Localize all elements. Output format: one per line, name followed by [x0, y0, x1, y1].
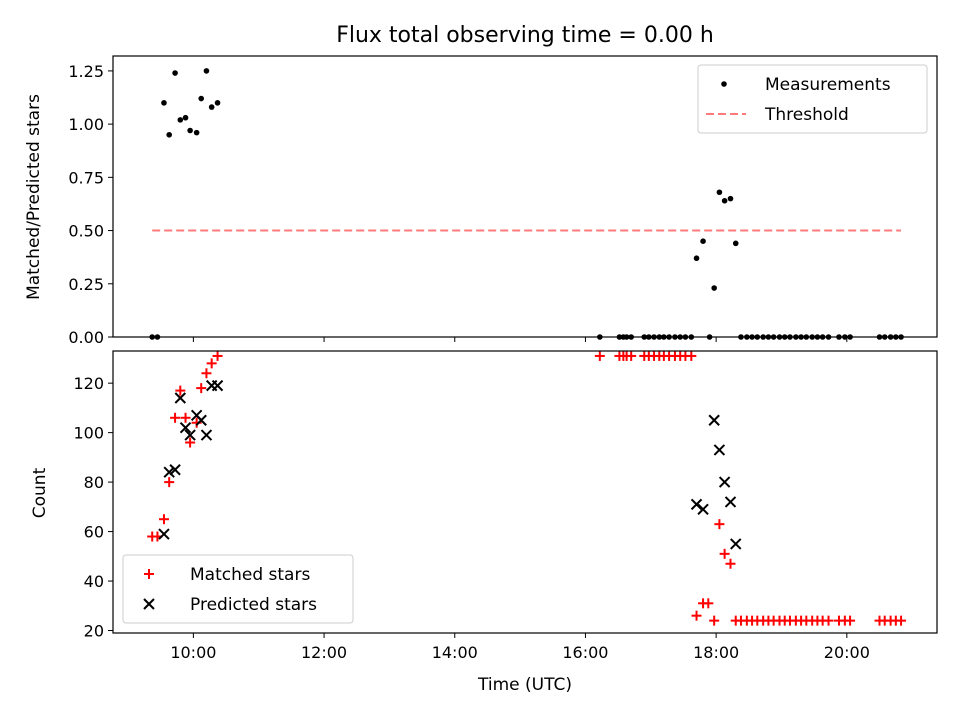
- top-y-tick-label: 1.00: [68, 115, 104, 134]
- x-tick-label: 12:00: [301, 643, 347, 662]
- measurement-point: [711, 285, 717, 291]
- x-tick-label: 18:00: [693, 643, 739, 662]
- matched-star-point: [201, 368, 212, 379]
- matched-star-point: [691, 610, 702, 621]
- bottom-y-tick-label: 100: [73, 424, 104, 443]
- predicted-star-point: [158, 528, 170, 540]
- x-tick-label: 14:00: [432, 643, 478, 662]
- bottom-axes-frame: [112, 350, 938, 634]
- matched-star-point: [212, 350, 223, 361]
- predicted-star-point: [718, 476, 731, 488]
- matched-star-point: [709, 615, 720, 626]
- measurement-point: [203, 68, 210, 74]
- matched-star-point: [686, 350, 697, 361]
- top-legend-box: [697, 64, 928, 134]
- x-tick-label: 16:00: [562, 643, 608, 662]
- bottom-legend-box: [122, 554, 354, 624]
- measurement-point: [161, 100, 167, 106]
- matched-star-point: [626, 350, 637, 361]
- bottom-y-tick-label: 20: [84, 622, 104, 641]
- predicted-star-point: [211, 379, 224, 392]
- predicted-star-point: [195, 414, 207, 426]
- top-axes: 0.00 0.25 0.50 0.75 1.00 1.25 Measurements Thre…: [68, 55, 938, 347]
- measurement-point: [172, 70, 178, 76]
- top-y-axis-label: Matched/Predicted stars: [24, 94, 44, 300]
- x-axis-label: Time (UTC): [477, 675, 572, 695]
- matched-star-point: [896, 615, 907, 626]
- matched-star-point: [170, 412, 181, 423]
- bottom-y-tick-label: 120: [73, 374, 104, 393]
- matched-star-point: [703, 598, 714, 609]
- legend-predicted-swatch: [143, 598, 155, 610]
- top-y-tick-label: 0.50: [68, 222, 104, 241]
- matched-star-point: [164, 477, 175, 488]
- measurement-point: [182, 114, 189, 121]
- matched-star-point: [823, 615, 834, 626]
- predicted-star-point: [179, 421, 192, 434]
- bottom-y-tick-label: 40: [84, 572, 104, 591]
- measurement-point: [166, 131, 172, 138]
- predicted-star-point: [730, 538, 742, 550]
- matched-star-point: [594, 350, 605, 361]
- matched-star-point: [185, 437, 196, 448]
- x-tick-label: 10:00: [170, 643, 216, 662]
- matched-star-point: [725, 558, 736, 569]
- top-y-tick-label: 0.75: [68, 168, 104, 187]
- bottom-y-tick-label: 80: [84, 473, 104, 492]
- legend-label: Matched stars: [190, 565, 310, 585]
- matched-star-point: [714, 519, 725, 530]
- measurement-point: [177, 117, 184, 123]
- top-y-tick-label: 0.00: [68, 328, 104, 347]
- legend-label: Measurements: [765, 75, 891, 95]
- predicted-star-point: [724, 496, 737, 508]
- x-tick-label: 20:00: [824, 643, 870, 662]
- predicted-star-point: [200, 429, 213, 441]
- measurement-point: [208, 104, 215, 110]
- matched-star-point: [206, 358, 217, 369]
- top-y-tick-label: 0.25: [68, 275, 104, 294]
- measurement-point: [693, 255, 700, 262]
- matched-star-point: [845, 615, 856, 626]
- matched-star-point: [196, 383, 207, 394]
- predicted-star-point: [697, 503, 709, 516]
- top-y-tick-label: 1.25: [68, 62, 104, 81]
- measurement-point: [727, 195, 734, 202]
- top-axes-frame: [112, 55, 938, 338]
- measurement-point: [732, 240, 739, 247]
- measurement-point: [198, 95, 205, 102]
- predicted-star-point: [174, 392, 187, 404]
- predicted-star-point: [184, 429, 196, 441]
- measurement-point: [700, 238, 706, 245]
- bottom-y-axis-label: Count: [30, 467, 50, 518]
- matched-star-point: [175, 385, 186, 396]
- bottom-y-tick-label: 60: [84, 523, 104, 542]
- matched-star-point: [719, 548, 730, 559]
- predicted-star-point: [163, 466, 175, 478]
- bottom-axes: 20 40 60 80 100 120 10:00 12:00 14:00 16:00 18:00 2…: [73, 350, 938, 662]
- matched-star-point: [158, 514, 169, 525]
- measurement-point: [721, 197, 728, 204]
- predicted-star-point: [169, 464, 181, 476]
- top-legend: Measurements Threshold: [697, 64, 928, 134]
- chart-title: Flux total observing time = 0.00 h: [336, 23, 714, 48]
- legend-measurement-swatch: [721, 81, 727, 87]
- bottom-legend: Matched stars Predicted stars: [122, 554, 354, 624]
- measurement-point: [187, 127, 193, 134]
- measurement-point: [716, 189, 723, 196]
- measurement-point: [214, 100, 221, 106]
- predicted-star-point: [690, 498, 703, 511]
- legend-matched-swatch: [144, 569, 154, 579]
- legend-label: Predicted stars: [190, 595, 317, 615]
- predicted-star-point: [713, 444, 726, 456]
- matched-star-point: [180, 412, 191, 423]
- measurement-point: [193, 129, 200, 136]
- legend-label: Threshold: [764, 105, 849, 125]
- predicted-star-point: [708, 414, 720, 426]
